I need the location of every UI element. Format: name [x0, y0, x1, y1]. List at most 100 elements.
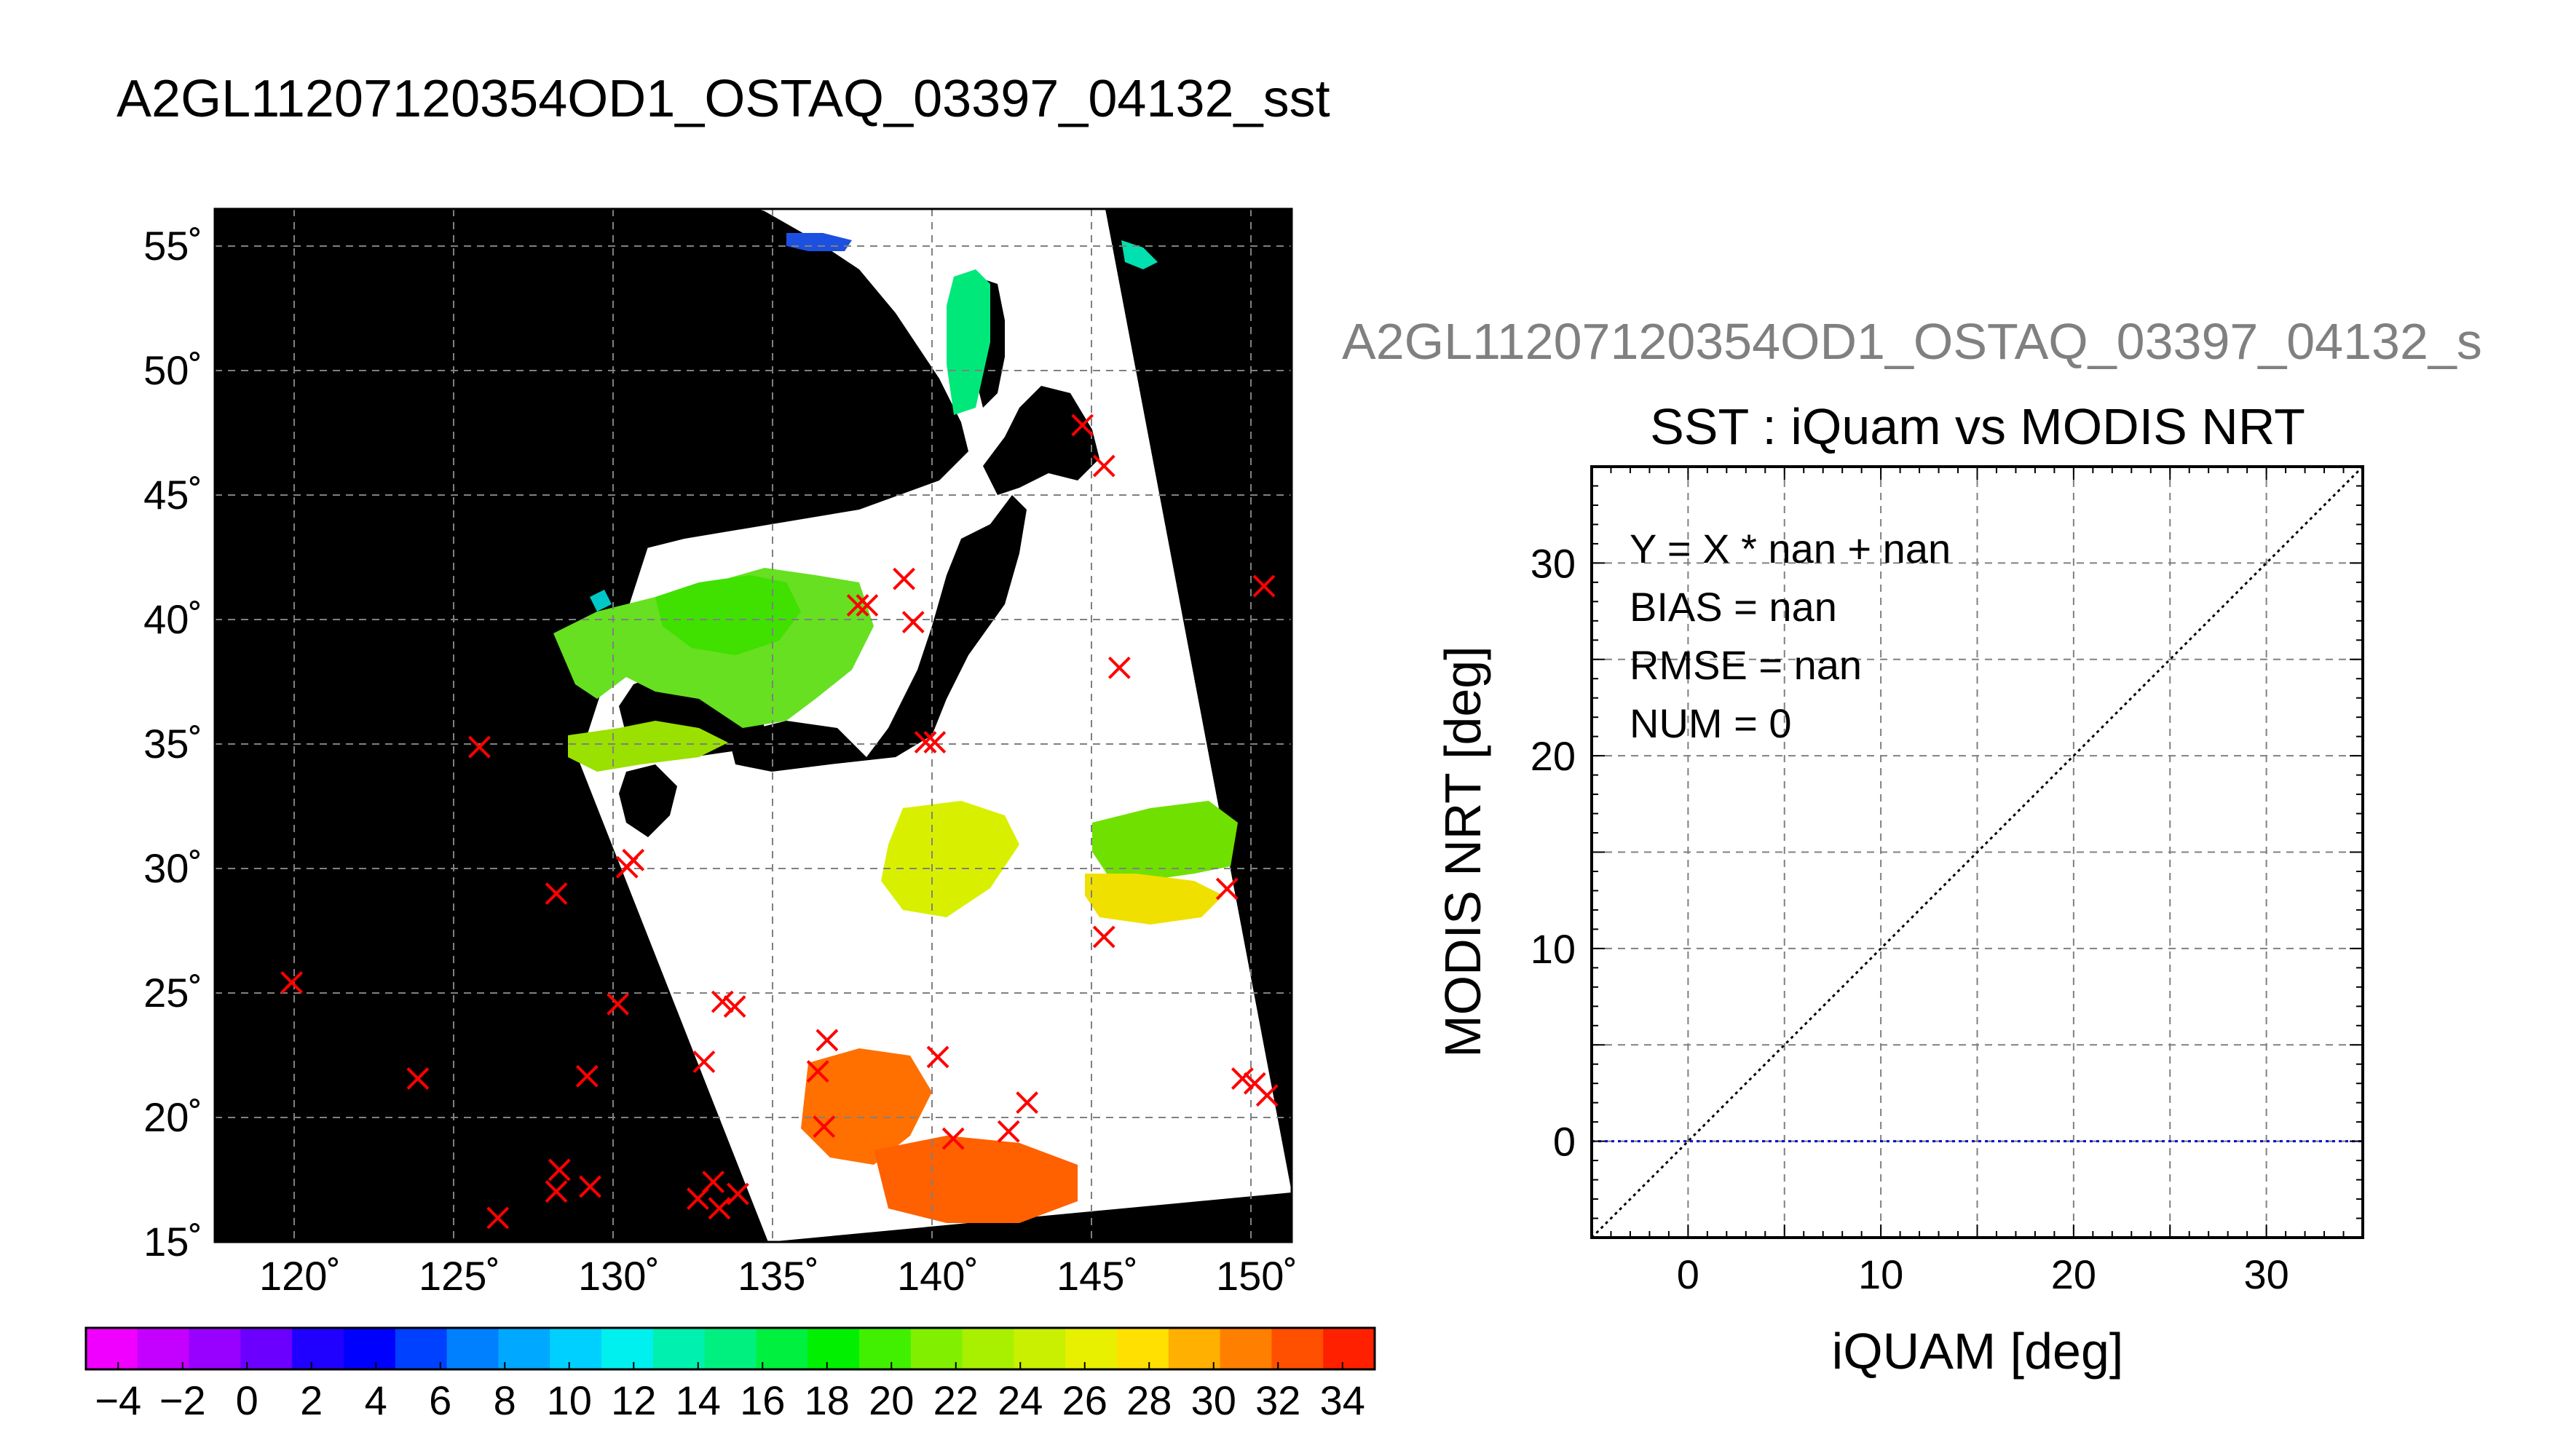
stats-bias: BIAS = nan — [1630, 584, 1837, 630]
map-x-tick-label: 120˚ — [259, 1253, 341, 1299]
scatter-y-tick-label: 0 — [1553, 1119, 1576, 1165]
map-y-tick-label: 45˚ — [143, 472, 202, 518]
map-marker — [467, 735, 491, 759]
map-marker — [607, 992, 629, 1016]
colorbar-tick-label: 16 — [740, 1377, 785, 1423]
page-title: A2GL11207120354OD1_OSTAQ_03397_04132_sst — [117, 70, 1330, 128]
map-marker — [1255, 1084, 1279, 1107]
map-marker — [406, 1067, 430, 1091]
colorbar-tick-label: 20 — [869, 1377, 914, 1423]
colorbar-frame — [84, 1326, 1376, 1371]
scatter-xlabel: iQUAM [deg] — [1832, 1323, 2124, 1380]
map-marker — [997, 1120, 1020, 1143]
scatter-x-tick-label: 30 — [2243, 1251, 2289, 1297]
map-marker — [1092, 925, 1115, 949]
scatter-supertitle: A2GL11207120354OD1_OSTAQ_03397_04132_s — [1342, 313, 2482, 370]
colorbar-cell — [807, 1328, 860, 1369]
colorbar-tick-label: −4 — [95, 1377, 141, 1423]
map-marker — [926, 1045, 949, 1069]
colorbar-cell — [1271, 1328, 1324, 1369]
map-y-tick-label: 15˚ — [143, 1219, 202, 1265]
map-x-tick-label: 135˚ — [738, 1253, 819, 1299]
colorbar-tick-label: 26 — [1062, 1377, 1107, 1423]
colorbar-cell — [1065, 1328, 1118, 1369]
map-marker — [1071, 414, 1094, 437]
map-marker — [923, 731, 947, 754]
colorbar-cells — [86, 1328, 1375, 1369]
reference-line-one-to-one — [1590, 465, 2364, 1239]
colorbar-cell — [550, 1328, 602, 1369]
colorbar-tick-label: 6 — [429, 1377, 451, 1423]
colorbar-cell — [240, 1328, 293, 1369]
colorbar-cell — [1117, 1328, 1169, 1369]
scatter-title: SST : iQuam vs MODIS NRT — [1650, 398, 2305, 455]
colorbar-tick-label: 18 — [805, 1377, 850, 1423]
scatter-frame — [1590, 465, 2364, 1239]
sst-colorbar: −4 −2 0 2 4 6 8 10 12 14 16 18 20 22 24 … — [84, 1326, 1376, 1423]
colorbar-cell — [1323, 1328, 1375, 1369]
map-x-tick-label: 125˚ — [419, 1253, 500, 1299]
colorbar-ticks — [117, 1362, 1343, 1369]
map-marker — [545, 882, 568, 905]
colorbar-cell — [292, 1328, 344, 1369]
stats-num: NUM = 0 — [1630, 700, 1792, 746]
colorbar-cell — [395, 1328, 448, 1369]
stats-regression: Y = X * nan + nan — [1630, 526, 1951, 571]
map-frame — [213, 207, 1293, 1243]
colorbar-cell — [756, 1328, 808, 1369]
map-y-tick-label: 20˚ — [143, 1094, 202, 1140]
colorbar-cell — [137, 1328, 190, 1369]
colorbar-tick-label: 22 — [933, 1377, 979, 1423]
scatter-x-tick-label: 0 — [1677, 1251, 1699, 1297]
map-marker — [545, 1180, 568, 1203]
colorbar-tick-label: −2 — [159, 1377, 206, 1423]
colorbar-cell — [910, 1328, 963, 1369]
colorbar-tick-label: 14 — [676, 1377, 721, 1423]
map-marker — [846, 594, 869, 617]
map-markers — [280, 414, 1279, 1230]
map-marker — [575, 1064, 599, 1088]
colorbar-tick-label: 34 — [1320, 1377, 1365, 1423]
map-marker — [1107, 656, 1131, 679]
colorbar-cell — [962, 1328, 1015, 1369]
map-marker — [806, 1060, 829, 1083]
colorbar-cell — [704, 1328, 757, 1369]
map-marker — [1215, 877, 1239, 901]
map-marker — [723, 995, 746, 1018]
colorbar-labels: −4 −2 0 2 4 6 8 10 12 14 16 18 20 22 24 … — [95, 1377, 1365, 1423]
scatter-y-tick-labels: 0 10 20 30 — [1531, 540, 1576, 1164]
map-marker — [726, 1182, 749, 1206]
map-y-tick-label: 35˚ — [143, 721, 202, 767]
map-marker — [548, 1158, 571, 1182]
colorbar-tick-label: 0 — [236, 1377, 258, 1423]
colorbar-cell — [1220, 1328, 1273, 1369]
colorbar-cell — [86, 1328, 138, 1369]
map-marker — [914, 731, 937, 754]
map-marker — [901, 611, 925, 634]
sst-scatter: A2GL11207120354OD1_OSTAQ_03397_04132_s S… — [1342, 313, 2482, 1380]
map-marker — [622, 848, 645, 871]
scatter-y-tick-label: 20 — [1531, 733, 1576, 779]
map-marker — [1252, 574, 1276, 598]
map-marker — [1092, 454, 1115, 478]
map-marker — [711, 990, 734, 1013]
map-marker — [280, 971, 304, 994]
map-marker — [579, 1175, 601, 1198]
scatter-x-tick-label: 10 — [1858, 1251, 1903, 1297]
colorbar-cell — [446, 1328, 499, 1369]
map-y-tick-label: 30˚ — [143, 845, 202, 891]
colorbar-tick-label: 8 — [494, 1377, 516, 1423]
scatter-ylabel: MODIS NRT [deg] — [1434, 646, 1491, 1057]
scatter-reference-lines — [1590, 465, 2364, 1239]
stats-rmse: RMSE = nan — [1630, 642, 1862, 688]
colorbar-tick-label: 32 — [1255, 1377, 1300, 1423]
colorbar-tick-label: 24 — [998, 1377, 1043, 1423]
map-marker — [856, 594, 879, 617]
colorbar-cell — [1014, 1328, 1066, 1369]
scatter-stats: Y = X * nan + nan BIAS = nan RMSE = nan … — [1630, 526, 1951, 746]
colorbar-tick-label: 2 — [300, 1377, 323, 1423]
map-y-tick-label: 40˚ — [143, 596, 202, 642]
scatter-x-tick-labels: 0 10 20 30 — [1677, 1251, 2289, 1297]
map-y-tick-label: 25˚ — [143, 970, 202, 1016]
